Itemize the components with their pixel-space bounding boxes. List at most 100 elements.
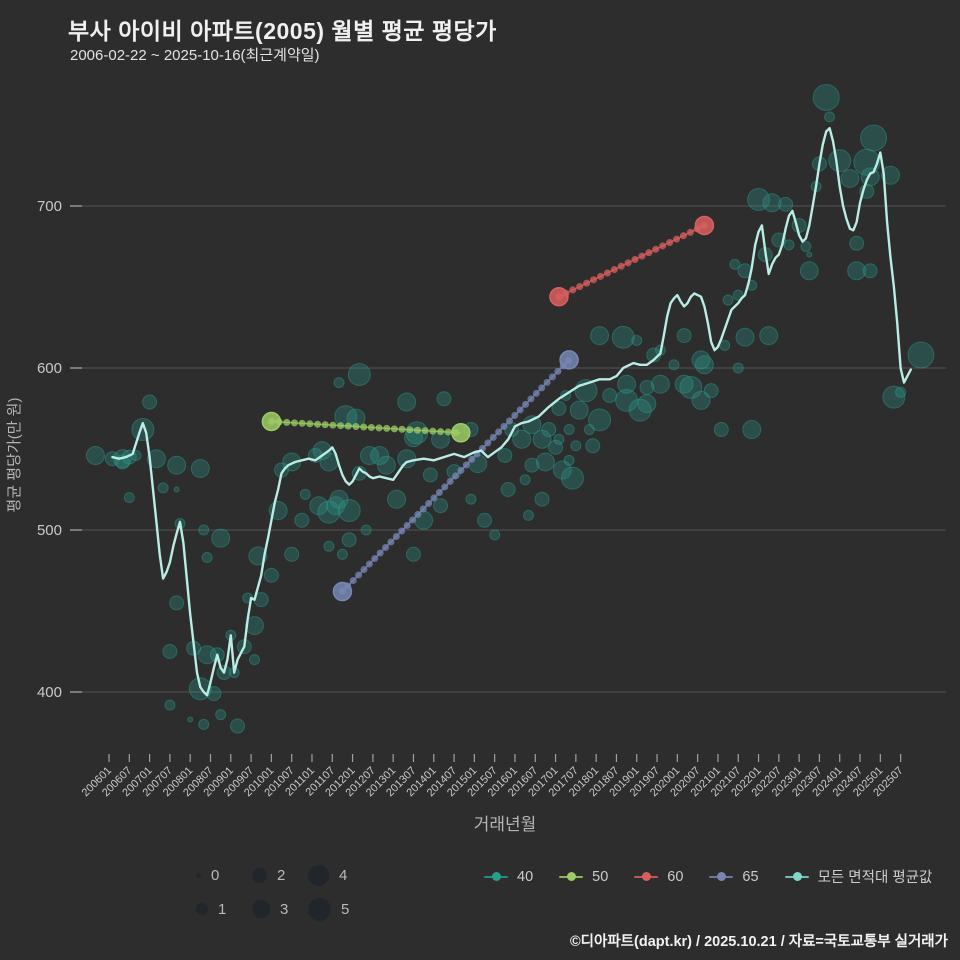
y-tick-label: 500 [37, 522, 62, 539]
bubble [299, 488, 311, 500]
bubble [860, 167, 880, 187]
trend-endpoint [559, 350, 579, 370]
bubble-scatter-series-40 [85, 83, 935, 734]
size-label: 3 [280, 900, 289, 918]
bubble [783, 239, 795, 251]
size-label: 4 [339, 866, 348, 884]
size-legend-row: 1 3 5 [196, 896, 364, 922]
average-line [111, 126, 912, 697]
bubble [615, 388, 639, 412]
y-axis-title: 평균 평당가(만 원) [6, 398, 23, 513]
bubble [646, 347, 662, 363]
bubble [895, 386, 907, 398]
bubble [828, 149, 852, 173]
bubble [359, 445, 379, 465]
bubble [722, 294, 734, 306]
bubble [370, 445, 390, 465]
bubble [668, 359, 680, 371]
series-label: 40 [517, 868, 534, 885]
bubble [563, 454, 575, 466]
bubble [248, 654, 260, 666]
size-legend-item: 2 [252, 867, 308, 884]
trend-line-50 [261, 411, 471, 443]
bubble [436, 391, 452, 407]
bubble [201, 552, 213, 564]
bubble [639, 379, 655, 395]
bubble [347, 362, 371, 386]
bubble [762, 193, 782, 213]
gridlines [82, 205, 946, 693]
series-legend-item-모든 면적대 평균값: 모든 면적대 평균값 [784, 866, 933, 887]
bubble [312, 441, 332, 461]
trend-endpoint [261, 411, 282, 432]
bubble [674, 374, 694, 394]
bubble [489, 529, 501, 541]
bubble [497, 447, 513, 463]
bubble [778, 196, 794, 212]
bubble [157, 482, 169, 494]
size-legend-item: 1 [196, 901, 252, 918]
average-line-path [111, 126, 912, 697]
bubble [294, 512, 310, 528]
bubble [812, 83, 840, 111]
bubble [341, 532, 357, 548]
bubble [617, 374, 637, 394]
series-marker-icon [634, 872, 659, 881]
trend-endpoint [332, 581, 353, 602]
bubble [376, 455, 396, 475]
bubble [840, 168, 860, 188]
size-dot-5 [308, 897, 331, 921]
bubble [309, 496, 329, 516]
series-label: 모든 면적대 평균값 [817, 870, 933, 886]
bubble [405, 546, 421, 562]
bubble [759, 326, 779, 346]
bubble [337, 499, 361, 523]
bubble [198, 524, 210, 536]
bubble [548, 439, 564, 455]
bubble [679, 375, 703, 399]
bubble [142, 394, 158, 410]
bubble [146, 449, 166, 469]
bubble [907, 341, 935, 369]
y-tick-label: 600 [37, 360, 62, 377]
bubble [676, 328, 692, 344]
series-label: 60 [667, 868, 684, 885]
series-marker-icon [784, 872, 809, 881]
bubble [532, 429, 552, 449]
bubble [522, 509, 534, 521]
bubble [248, 546, 268, 566]
size-dot-0 [196, 872, 201, 878]
bubble [167, 455, 187, 475]
bubble [799, 261, 819, 281]
bubble [123, 492, 135, 504]
bubble [284, 546, 300, 562]
bubble [131, 418, 155, 442]
bubble [524, 457, 540, 473]
bubble [650, 374, 670, 394]
bubble [860, 124, 888, 152]
series-legend-item-50: 50 [559, 869, 608, 885]
bubble [85, 445, 105, 465]
trend-line-65 [332, 350, 579, 602]
bubble [551, 401, 567, 416]
bubble [631, 334, 643, 346]
bubble [187, 716, 194, 723]
series-marker-icon [709, 872, 734, 881]
series-legend-item-65: 65 [709, 869, 759, 885]
size-label: 1 [218, 900, 227, 918]
series-marker-dot [717, 872, 727, 881]
size-label: 0 [211, 866, 220, 884]
series-marker-dot [492, 872, 501, 881]
trend-core [558, 224, 705, 298]
trend-lines [261, 215, 715, 602]
bubble [590, 326, 610, 346]
bubble [729, 258, 741, 270]
size-dot-1 [196, 903, 208, 915]
size-legend-row: 0 2 4 [196, 862, 364, 888]
page-title: 부사 아이비 아파트(2005) 월별 평균 평당가 [68, 18, 497, 44]
bubble [570, 440, 582, 452]
bubble [691, 390, 711, 410]
bubble [336, 548, 348, 560]
bubble [806, 251, 813, 258]
bubble [387, 489, 407, 509]
